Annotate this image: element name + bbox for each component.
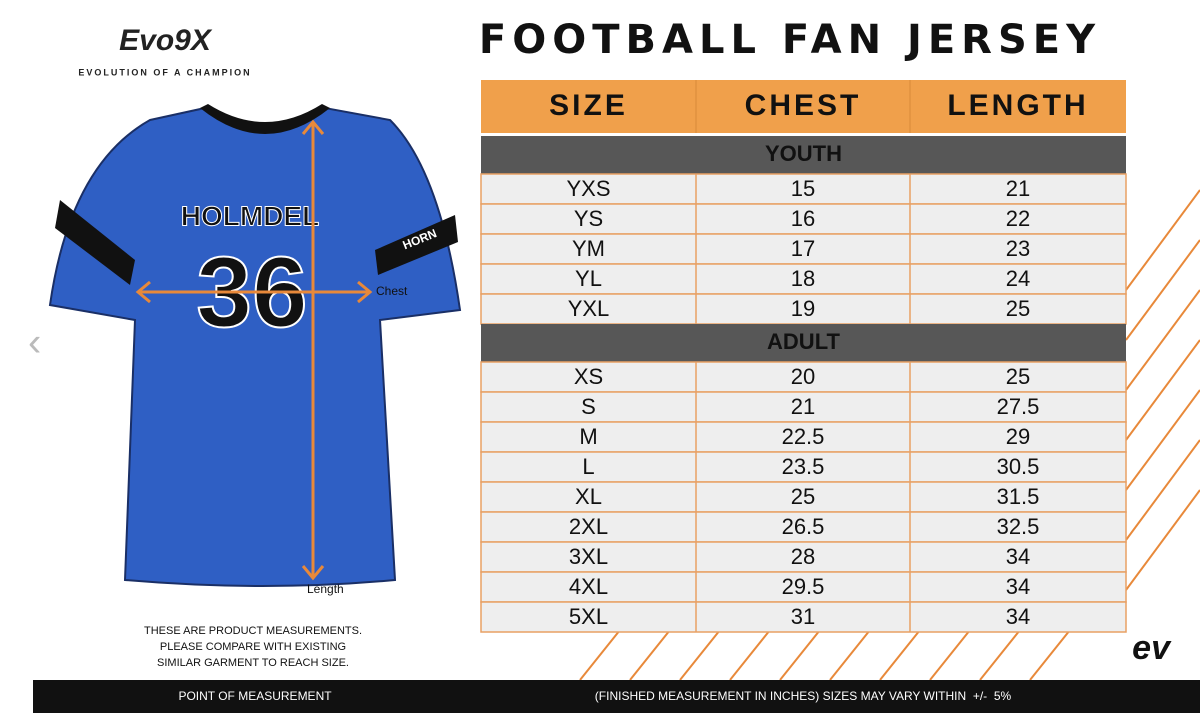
table-cell: 20 [791,364,815,389]
table-cell: 5XL [569,604,608,629]
table-cell: 30.5 [997,454,1040,479]
table-cell: 34 [1006,574,1030,599]
table-row [480,601,1127,633]
table-cell: 21 [1006,176,1030,201]
table-row [480,511,1127,543]
jersey-collar [200,104,330,134]
note-line: THESE ARE PRODUCT MEASUREMENTS. [144,625,362,637]
note-line: SIMILAR GARMENT TO REACH SIZE. [157,657,349,669]
chest-label: Chest [376,284,408,298]
table-cell: M [579,424,597,449]
table-cell: 17 [791,236,815,261]
table-cell: S [581,394,596,419]
table-cell: 22.5 [782,424,825,449]
table-cell: 28 [791,544,815,569]
table-cell: 22 [1006,206,1030,231]
table-row [480,541,1127,573]
table-row [480,173,1127,205]
table-cell: 18 [791,266,815,291]
table-cell: 32.5 [997,514,1040,539]
logo-tagline: EVOLUTION OF A CHAMPION [78,67,251,77]
table-row [480,451,1127,483]
table-cell: 25 [791,484,815,509]
table-cell: 34 [1006,544,1030,569]
section-band [481,324,1126,362]
table-cell: 31 [791,604,815,629]
header-row [481,80,1126,133]
right-stripe [375,215,458,275]
table-cell: 19 [791,296,815,321]
table-cell: XL [575,484,602,509]
table-cell: 26.5 [782,514,825,539]
table-cell: 16 [791,206,815,231]
table-cell: 23 [1006,236,1030,261]
table-cell: YS [574,206,603,231]
table-cell: 34 [1006,604,1030,629]
table-cell: 31.5 [997,484,1040,509]
table-cell: 23.5 [782,454,825,479]
table-cell: 25 [1006,364,1030,389]
table-cell: 3XL [569,544,608,569]
footer-left: POINT OF MEASUREMENT [178,689,332,703]
table-cell: XS [574,364,603,389]
table-cell: L [582,454,594,479]
length-label: Length [307,582,344,596]
section-title: YOUTH [765,141,842,166]
column-header: CHEST [745,89,862,122]
table-cell: 27.5 [997,394,1040,419]
table-cell: YL [575,266,602,291]
footer-bar [33,680,1200,713]
section-title: ADULT [767,329,840,354]
decor-lines [579,189,1200,681]
size-table: SIZE CHEST LENGTH YOUTH YXS 15 21 YS 16 22 YM 17 23 Y… [480,80,1127,633]
measure-arrows [135,119,373,581]
table-row [480,293,1127,325]
column-header: LENGTH [947,89,1088,122]
table-cell: 2XL [569,514,608,539]
table-row [480,481,1127,513]
table-cell: 4XL [569,574,608,599]
title: FOOTBALL FAN JERSEY [479,17,1101,63]
section-band [481,136,1126,174]
logo-brand: Evo9X [119,24,213,57]
table-cell: 29.5 [782,574,825,599]
table-cell: YXL [568,296,610,321]
table-row [480,391,1127,423]
table-row [480,203,1127,235]
table-cell: 24 [1006,266,1030,291]
table-cell: 21 [791,394,815,419]
table-cell: YM [572,236,605,261]
table-cell: 29 [1006,424,1030,449]
table-row [480,361,1127,393]
team-name: HOLMDEL [181,200,319,231]
footer-right: (FINISHED MEASUREMENT IN INCHES) SIZES M… [595,689,1012,703]
table-row [480,571,1127,603]
note-line: PLEASE COMPARE WITH EXISTING [160,641,346,653]
left-stripe [55,200,135,285]
prev-arrow[interactable]: ‹ [28,321,41,365]
table-cell: YXS [566,176,610,201]
brand-mark: ev [1132,629,1172,667]
column-header: SIZE [549,89,628,122]
table-cell: 15 [791,176,815,201]
table-cell: 25 [1006,296,1030,321]
